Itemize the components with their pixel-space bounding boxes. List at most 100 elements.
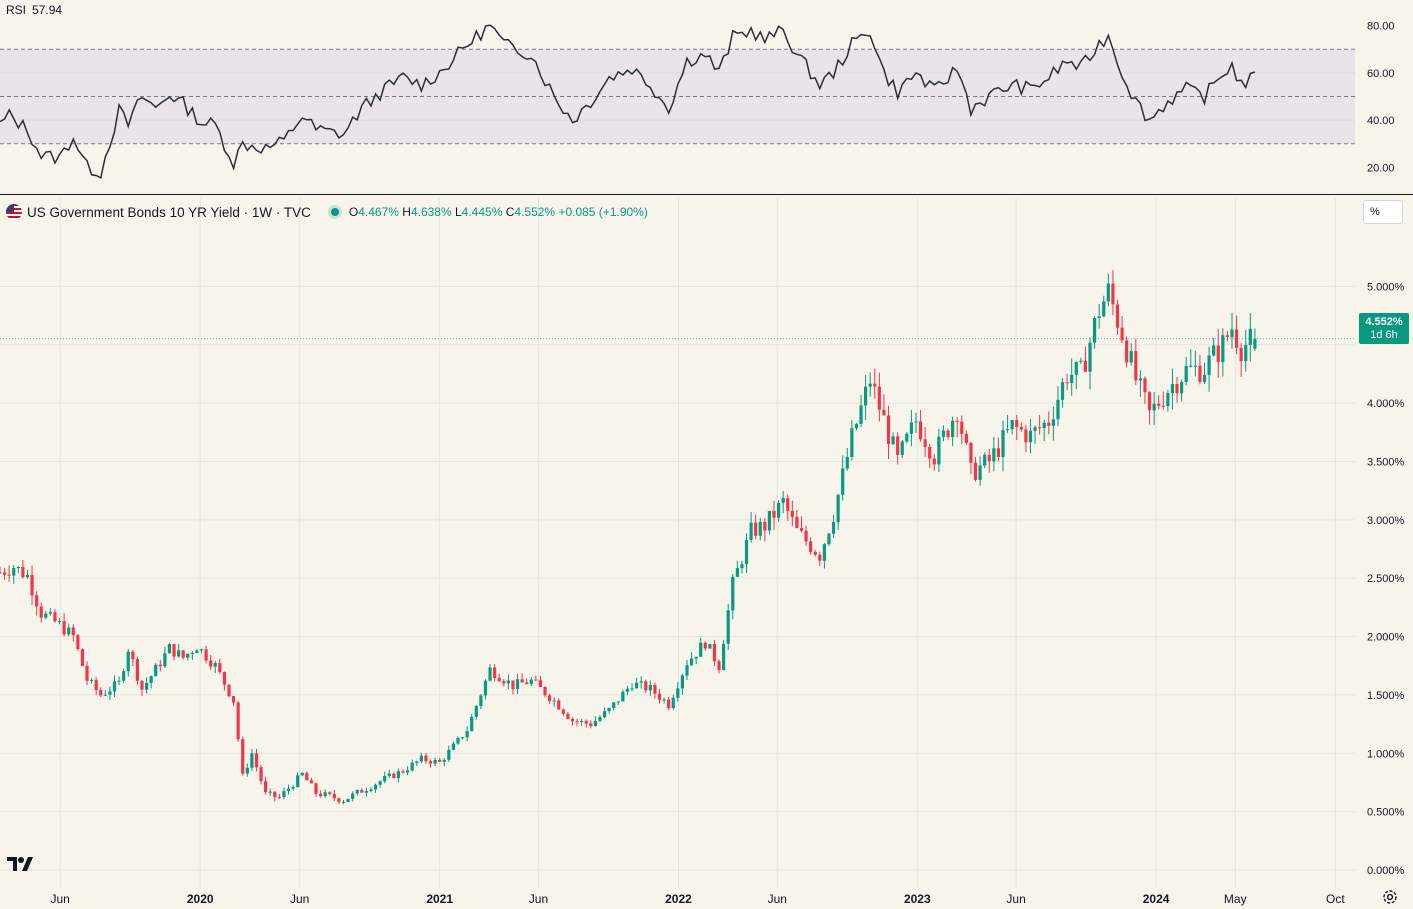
candle-up [1106, 283, 1110, 302]
candle-down [227, 684, 231, 697]
candle-down [401, 771, 405, 773]
rsi-legend[interactable]: RSI 57.94 [6, 3, 62, 17]
time-axis-label: Oct [1326, 892, 1345, 906]
candle-down [273, 791, 277, 797]
candle-down [80, 649, 85, 666]
candle-down [53, 612, 57, 622]
candle-up [726, 610, 730, 644]
price-axis-label: 1.500% [1367, 690, 1405, 702]
time-axis-label: 2020 [187, 892, 214, 906]
candle-down [799, 527, 804, 531]
candle-up [529, 679, 533, 685]
candle-up [460, 737, 465, 739]
candle-down [360, 789, 364, 793]
candle-down [969, 442, 973, 463]
candle-down [667, 699, 671, 709]
candle-up [355, 789, 359, 794]
candle-up [978, 465, 982, 480]
candle-down [882, 409, 886, 416]
candle-down [543, 686, 547, 696]
candle-up [1088, 342, 1092, 372]
gear-icon[interactable] [1381, 888, 1399, 906]
candle-up [1051, 419, 1055, 426]
candle-down [547, 695, 552, 702]
candle-down [754, 522, 758, 536]
candle-down [131, 651, 135, 660]
change-value: +0.085 (+1.90%) [558, 205, 648, 219]
candle-up [112, 681, 117, 692]
candle-down [1198, 365, 1202, 382]
candle-up [671, 697, 675, 709]
candle-down [231, 696, 236, 703]
candle-down [241, 739, 245, 774]
price-axis-label: 3.000% [1367, 515, 1405, 527]
candle-up [447, 749, 451, 760]
candle-down [424, 755, 428, 762]
candle-up [149, 676, 153, 683]
candle-up [1193, 365, 1197, 367]
candle-up [722, 643, 726, 671]
candle-up [868, 383, 872, 387]
candle-down [236, 702, 240, 740]
candle-down [158, 664, 162, 667]
candle-up [625, 688, 630, 692]
high-label: H [402, 205, 411, 219]
candle-up [341, 801, 346, 803]
price-axis-label: 0.000% [1367, 865, 1405, 877]
candle-up [822, 544, 826, 561]
candle-up [1042, 422, 1046, 429]
candle-up [451, 743, 456, 750]
bar-countdown: 1d 6h [1370, 328, 1398, 341]
candle-down [923, 439, 927, 447]
price-axis-label: 1.000% [1367, 748, 1405, 760]
candle-up [282, 791, 286, 798]
candle-down [1161, 405, 1165, 407]
price-axis-label: 3.500% [1367, 456, 1405, 468]
unit-button[interactable]: % [1363, 200, 1403, 224]
candle-up [442, 759, 446, 762]
candle-down [7, 574, 11, 576]
candle-up [900, 441, 904, 455]
candle-down [1134, 351, 1138, 381]
candle-up [57, 621, 62, 623]
candle-down [502, 681, 506, 684]
candle-up [296, 775, 300, 787]
candle-down [259, 767, 263, 782]
candle-up [951, 420, 955, 437]
symbol-legend[interactable]: US Government Bonds 10 YR Yield · 1W · T… [6, 203, 648, 221]
candle-up [1001, 430, 1005, 457]
candle-up [396, 771, 401, 778]
candle-up [1070, 374, 1074, 384]
candle-down [813, 551, 817, 555]
market-status-icon [330, 208, 339, 216]
candle-down [1047, 422, 1051, 426]
candle-down [717, 661, 721, 671]
candle-down [973, 462, 978, 480]
candle-up [1230, 329, 1234, 338]
candle-down [918, 421, 923, 440]
candle-up [163, 653, 167, 667]
low-value: 4.445% [461, 205, 503, 219]
symbol-title[interactable]: US Government Bonds 10 YR Yield · 1W · T… [27, 204, 311, 220]
candle-up [1207, 355, 1211, 375]
candle-up [364, 791, 368, 793]
candle-down [772, 510, 776, 518]
candle-down [438, 759, 442, 762]
candle-up [1005, 429, 1010, 431]
candle-up [676, 688, 680, 698]
candle-down [575, 721, 579, 723]
candle-down [786, 498, 790, 511]
candle-down [1125, 340, 1129, 363]
candle-up [758, 521, 762, 536]
candle-up [154, 664, 158, 677]
candle-up [1079, 360, 1083, 362]
candle-down [318, 793, 323, 797]
tradingview-logo-icon[interactable] [7, 855, 39, 873]
candle-down [497, 678, 501, 682]
candle-up [286, 788, 291, 792]
candle-up [250, 753, 254, 768]
candle-up [937, 436, 941, 465]
candle-up [914, 421, 918, 423]
candle-up [268, 791, 272, 793]
